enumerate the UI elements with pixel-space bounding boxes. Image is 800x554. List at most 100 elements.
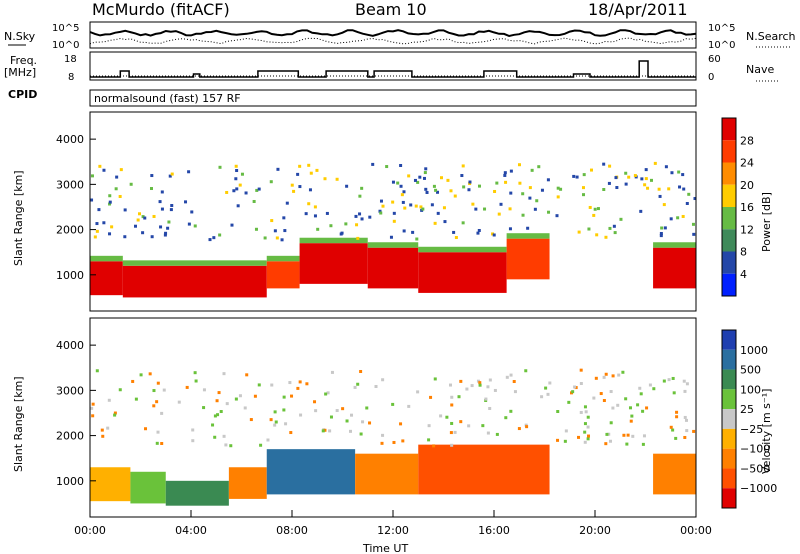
velocity-scatter-cell [671, 428, 675, 432]
power-scatter-cell [392, 219, 396, 223]
velocity-scatter-cell [341, 407, 345, 411]
power-scatter-cell [491, 232, 495, 236]
velocity-scatter-cell [641, 409, 645, 413]
velocity-colorbar-tick: 1000 [740, 344, 768, 357]
velocity-scatter-cell [439, 414, 443, 418]
velocity-scatter-cell [193, 371, 197, 375]
velocity-scatter-cell [229, 444, 233, 448]
velocity-band [90, 467, 131, 502]
power-scatter-cell [454, 236, 458, 240]
power-scatter-cell [474, 207, 478, 211]
power-scatter-cell [218, 165, 222, 169]
power-scatter-cell [309, 171, 313, 175]
velocity-scatter-cell [504, 416, 508, 420]
power-scatter-cell [316, 227, 320, 231]
velocity-scatter-cell [359, 369, 363, 373]
noise-left-label: N.Sky [4, 30, 36, 43]
power-scatter-cell [141, 215, 145, 219]
velocity-scatter-cell [162, 388, 166, 392]
x-axis-label: Time UT [362, 542, 408, 554]
velocity-scatter-cell [513, 390, 517, 394]
velocity-scatter-cell [445, 415, 449, 419]
velocity-scatter-cell [296, 386, 300, 390]
power-scatter-cell [411, 230, 415, 234]
velocity-scatter-cell [450, 443, 454, 447]
velocity-scatter-cell [225, 402, 229, 406]
velocity-scatter-cell [365, 406, 369, 410]
power-scatter-cell [434, 188, 438, 192]
velocity-scatter-cell [416, 390, 420, 394]
velocity-scatter-cell [642, 434, 646, 438]
power-scatter-cell [452, 230, 456, 234]
power-scatter-cell [461, 221, 465, 225]
power-scatter-cell [315, 168, 319, 172]
velocity-band [418, 444, 550, 495]
velocity-scatter-cell [459, 420, 463, 424]
power-scatter-cell [508, 227, 512, 231]
power-scatter-cell [449, 189, 453, 193]
velocity-scatter-cell [624, 397, 628, 401]
power-scatter-cell [283, 229, 287, 233]
power-scatter-cell [613, 231, 617, 235]
velocity-colorbar-swatch [722, 409, 736, 429]
velocity-scatter-cell [631, 434, 635, 438]
velocity-colorbar-tick: 25 [740, 403, 754, 416]
velocity-scatter-cell [273, 410, 277, 414]
power-scatter-cell [664, 165, 668, 169]
power-scatter-cell [446, 178, 450, 182]
velocity-colorbar-swatch [722, 428, 736, 449]
power-scatter-cell [108, 200, 112, 204]
velocity-scatter-cell [486, 431, 490, 435]
velocity-scatter-cell [629, 419, 633, 423]
power-scatter-cell [160, 207, 164, 211]
velocity-scatter-cell [449, 383, 453, 387]
velocity-scatter-cell [579, 368, 583, 372]
power-scatter-cell [595, 233, 599, 237]
velocity-scatter-cell [609, 421, 613, 425]
velocity-scatter-cell [672, 391, 676, 395]
power-scatter-cell [235, 187, 239, 191]
power-scatter-cell [282, 216, 286, 220]
velocity-scatter-cell [288, 381, 292, 385]
velocity-scatter-cell [432, 444, 436, 448]
velocity-scatter-cell [329, 415, 333, 419]
velocity-scatter-cell [524, 423, 528, 427]
power-scatter-cell [509, 191, 513, 195]
velocity-scatter-cell [160, 411, 164, 415]
power-scatter-cell [160, 190, 164, 194]
power-scatter-cell [150, 174, 154, 178]
power-band [367, 247, 419, 289]
power-scatter-cell [432, 184, 436, 188]
power-scatter-cell [592, 213, 596, 217]
nsearch-trace [89, 37, 697, 45]
velocity-band [355, 453, 419, 495]
velocity-scatter-cell [407, 404, 411, 408]
velocity-scatter-cell [191, 439, 195, 443]
velocity-colorbar-tick: −100 [740, 443, 770, 456]
velocity-scatter-cell [282, 408, 286, 412]
power-scatter-cell [360, 186, 364, 190]
power-scatter-cell [657, 187, 661, 191]
velocity-scatter-cell [95, 369, 99, 373]
power-colorbar: 28 24 20 16 12 8 4 [721, 117, 754, 297]
power-scatter-cell [453, 194, 457, 198]
velocity-scatter-cell [621, 370, 625, 374]
velocity-scatter-cell [427, 438, 431, 442]
power-scatter-cell [682, 187, 686, 191]
nave-label: Nave [746, 63, 774, 76]
velocity-scatter-cell [266, 438, 270, 442]
velocity-scatter-cell [234, 397, 238, 401]
power-scatter-cell [681, 173, 685, 177]
power-colorbar-label: Power [dB] [760, 192, 773, 252]
power-scatter-cell [660, 226, 664, 230]
velocity-scatter-cell [282, 395, 286, 399]
power-scatter-cell [190, 210, 194, 214]
velocity-scatter-cell [194, 379, 198, 383]
velocity-scatter-cell [314, 409, 318, 413]
velocity-scatter-cell [512, 380, 516, 384]
power-scatter-cell [123, 235, 127, 239]
velocity-scatter-cell [667, 378, 671, 382]
power-scatter-cell [492, 233, 496, 237]
power-scatter-cell [379, 199, 383, 203]
power-scatter-cell [212, 236, 216, 240]
